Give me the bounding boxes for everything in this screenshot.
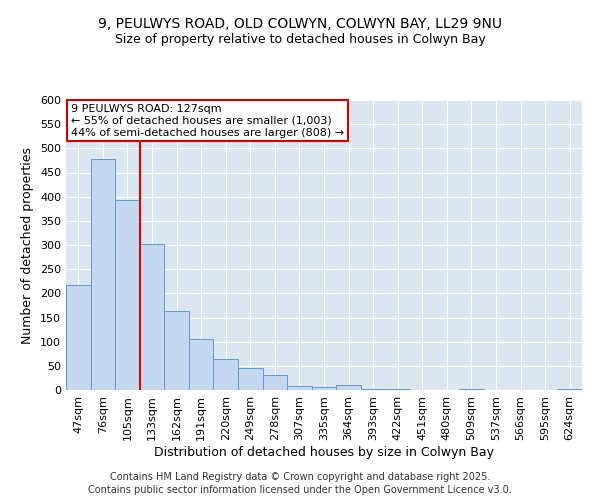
Text: Contains HM Land Registry data © Crown copyright and database right 2025.: Contains HM Land Registry data © Crown c… xyxy=(110,472,490,482)
Bar xyxy=(459,388,484,390)
Bar xyxy=(115,200,140,390)
Y-axis label: Number of detached properties: Number of detached properties xyxy=(22,146,34,344)
Bar xyxy=(140,244,164,390)
Bar xyxy=(312,386,336,390)
X-axis label: Distribution of detached houses by size in Colwyn Bay: Distribution of detached houses by size … xyxy=(154,446,494,458)
Bar xyxy=(361,388,385,390)
Bar xyxy=(189,339,214,390)
Bar xyxy=(385,389,410,390)
Text: Size of property relative to detached houses in Colwyn Bay: Size of property relative to detached ho… xyxy=(115,32,485,46)
Bar xyxy=(557,388,582,390)
Bar xyxy=(238,368,263,390)
Text: 9, PEULWYS ROAD, OLD COLWYN, COLWYN BAY, LL29 9NU: 9, PEULWYS ROAD, OLD COLWYN, COLWYN BAY,… xyxy=(98,18,502,32)
Bar xyxy=(66,284,91,390)
Text: Contains public sector information licensed under the Open Government Licence v3: Contains public sector information licen… xyxy=(88,485,512,495)
Bar xyxy=(214,358,238,390)
Bar xyxy=(263,375,287,390)
Bar xyxy=(287,386,312,390)
Bar xyxy=(336,385,361,390)
Text: 9 PEULWYS ROAD: 127sqm
← 55% of detached houses are smaller (1,003)
44% of semi-: 9 PEULWYS ROAD: 127sqm ← 55% of detached… xyxy=(71,104,344,138)
Bar xyxy=(91,159,115,390)
Bar xyxy=(164,311,189,390)
